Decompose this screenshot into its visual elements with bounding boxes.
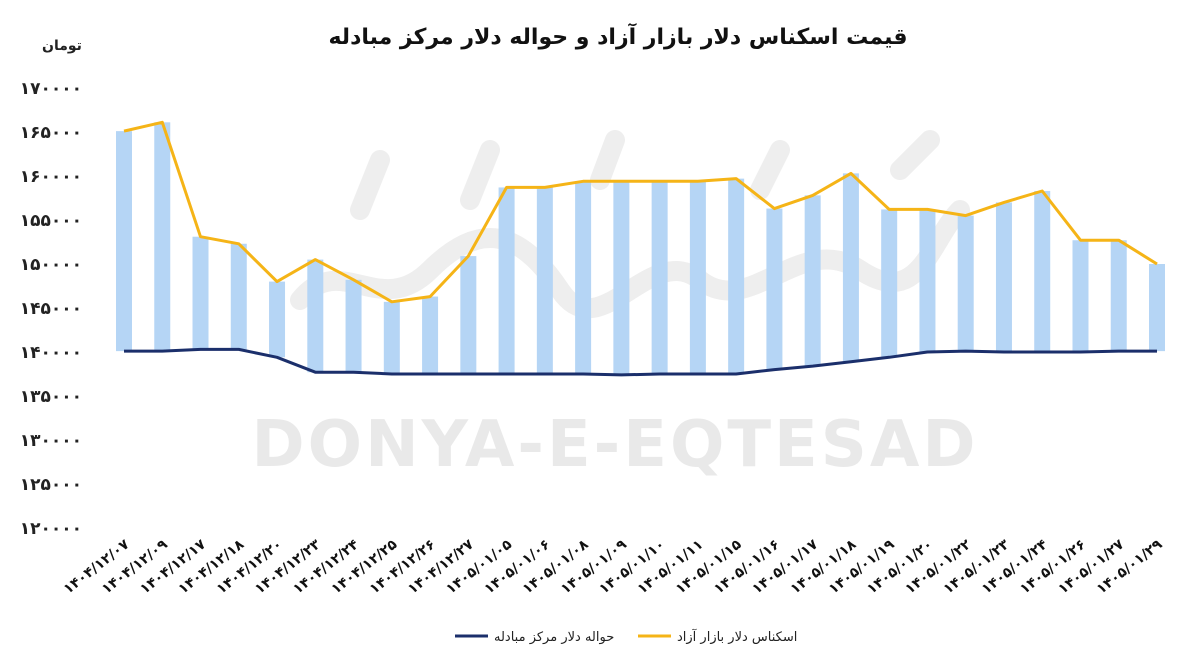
spread-bar bbox=[1110, 240, 1127, 352]
y-tick-label: ۱۵۵۰۰۰ bbox=[20, 211, 82, 231]
y-tick-label: ۱۲۰۰۰۰ bbox=[20, 519, 82, 539]
watermark-text: DONYA-E-EQTESAD bbox=[252, 408, 979, 482]
bars bbox=[116, 122, 1165, 375]
spread-bar bbox=[1072, 240, 1089, 352]
chart-title: قیمت اسکناس دلار بازار آزاد و حواله دلار… bbox=[328, 22, 907, 50]
y-tick-label: ۱۵۰۰۰۰ bbox=[20, 255, 82, 275]
y-tick-label: ۱۷۰۰۰۰ bbox=[20, 79, 82, 99]
spread-bar bbox=[192, 236, 209, 350]
spread-bar bbox=[651, 181, 668, 374]
spread-bar bbox=[766, 208, 783, 370]
spread-bar bbox=[154, 122, 171, 352]
spread-bar bbox=[842, 173, 859, 362]
spread-bar bbox=[689, 181, 706, 374]
spread-bar bbox=[919, 209, 936, 352]
spread-bar bbox=[269, 281, 286, 358]
spread-bar bbox=[383, 301, 400, 374]
y-tick-label: ۱۳۰۰۰۰ bbox=[20, 431, 82, 451]
spread-bar bbox=[613, 181, 630, 375]
spread-bar bbox=[307, 259, 324, 373]
series-line-official-rate bbox=[124, 347, 1157, 377]
spread-bar bbox=[1149, 264, 1165, 352]
spread-bar bbox=[1034, 190, 1051, 352]
y-tick-label: ۱۶۰۰۰۰ bbox=[20, 167, 82, 187]
spread-bar bbox=[460, 256, 477, 374]
legend-label-official: حواله دلار مرکز مبادله bbox=[494, 630, 614, 645]
y-tick-label: ۱۴۰۰۰۰ bbox=[20, 343, 82, 363]
spread-bar bbox=[957, 215, 974, 352]
spread-bar bbox=[116, 131, 132, 352]
series-line-free-market bbox=[123, 120, 1158, 304]
spread-bar bbox=[804, 195, 821, 367]
spread-bar bbox=[728, 178, 745, 374]
spread-bar bbox=[995, 202, 1012, 352]
legend-label-free-market: اسکناس دلار بازار آزاد bbox=[677, 628, 797, 645]
y-tick-label: ۱۳۵۰۰۰ bbox=[20, 387, 82, 407]
spread-bar bbox=[536, 187, 553, 374]
spread-bar bbox=[230, 243, 247, 350]
spread-bar bbox=[575, 181, 592, 374]
legend: حواله دلار مرکز مبادله اسکناس دلار بازار… bbox=[455, 628, 797, 645]
spread-bar bbox=[881, 209, 898, 358]
spread-bar bbox=[422, 296, 439, 374]
series-lines bbox=[123, 120, 1158, 377]
y-tick-label: ۱۴۵۰۰۰ bbox=[20, 299, 82, 319]
y-tick-label: ۱۶۵۰۰۰ bbox=[20, 123, 82, 143]
y-axis-unit-label: تومان bbox=[42, 38, 82, 54]
watermark: DONYA-E-EQTESAD bbox=[252, 130, 979, 482]
spread-bar bbox=[345, 279, 362, 373]
x-axis: ۱۴۰۴/۱۲/۰۷۱۴۰۴/۱۲/۰۹۱۴۰۴/۱۲/۱۷۱۴۰۴/۱۲/۱۸… bbox=[61, 536, 1166, 597]
spread-bar bbox=[498, 187, 515, 374]
y-axis: ۱۷۰۰۰۰ ۱۶۵۰۰۰ ۱۶۰۰۰۰ ۱۵۵۰۰۰ ۱۵۰۰۰۰ ۱۴۵۰۰۰ ۱۴۰۰… bbox=[20, 79, 82, 539]
y-tick-label: ۱۲۵۰۰۰ bbox=[20, 475, 82, 495]
